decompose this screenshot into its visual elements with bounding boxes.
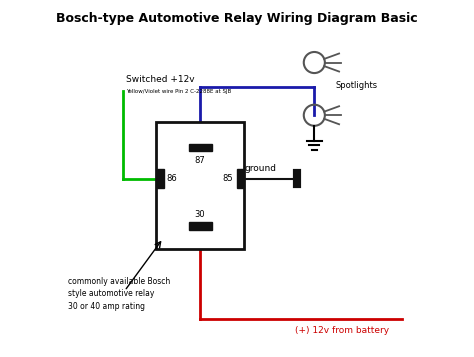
Text: 30: 30 [195, 210, 205, 219]
Text: ground: ground [244, 164, 276, 173]
Text: Yellow/Violet wire Pin 2 C-2288E at SJB: Yellow/Violet wire Pin 2 C-2288E at SJB [126, 89, 231, 94]
Text: 87: 87 [195, 156, 205, 165]
Bar [157, 169, 164, 188]
Text: Spotlights: Spotlights [336, 81, 377, 90]
Text: Bosch-type Automotive Relay Wiring Diagram Basic: Bosch-type Automotive Relay Wiring Diagr… [56, 11, 418, 25]
Bar [189, 144, 211, 151]
Text: 85: 85 [223, 174, 234, 183]
Text: commonly available Bosch
style automotive relay
30 or 40 amp rating: commonly available Bosch style automotiv… [68, 277, 171, 311]
Bar [237, 169, 243, 188]
Bar [189, 222, 211, 230]
Bar [156, 122, 244, 249]
Text: Switched +12v: Switched +12v [126, 75, 195, 84]
Text: (+) 12v from battery: (+) 12v from battery [295, 326, 390, 335]
Text: 86: 86 [167, 174, 177, 183]
